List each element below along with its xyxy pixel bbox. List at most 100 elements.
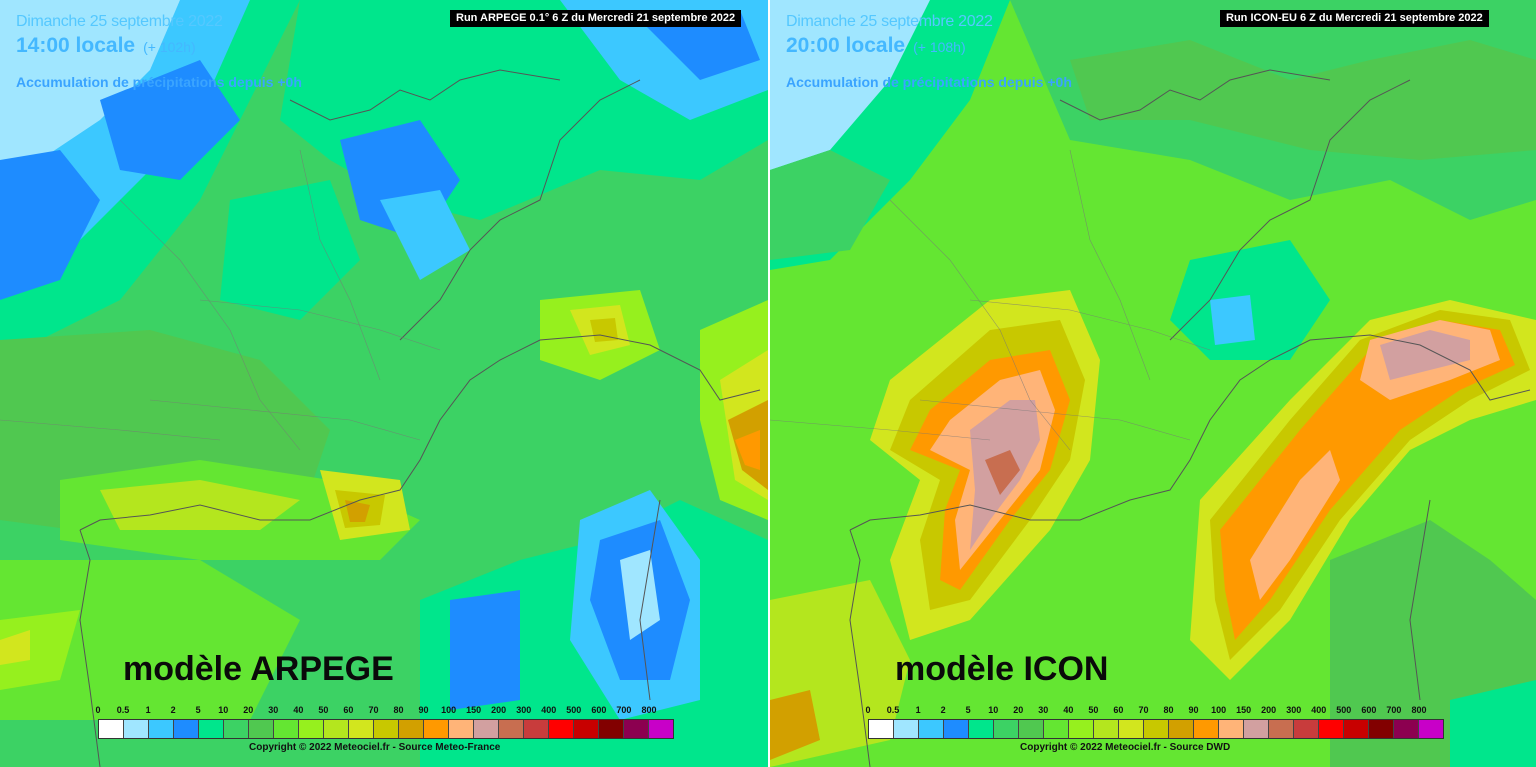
legend-swatch [869,720,894,738]
legend-swatch [349,720,374,738]
legend-label: 90 [418,705,429,715]
legend-label: 5 [965,705,971,715]
legend-label: 150 [466,705,482,715]
legend-swatch [1244,720,1269,738]
legend-swatch [1394,720,1419,738]
legend-label: 500 [566,705,582,715]
legend-swatch [174,720,199,738]
legend-swatch [1144,720,1169,738]
legend-swatch [994,720,1019,738]
legend-swatch [499,720,524,738]
legend-label: 50 [318,705,329,715]
legend-label: 70 [1138,705,1149,715]
legend-label: 10 [988,705,999,715]
legend-label: 1 [915,705,921,715]
forecast-lead: (+ 102h) [143,39,196,55]
legend-swatch [1044,720,1069,738]
run-label: Run ICON-EU 6 Z du Mercredi 21 septembre… [1220,10,1489,27]
forecast-time: 20:00 locale (+ 108h) [786,34,966,58]
accumulation-label: Accumulation de précipitations depuis +0… [16,74,302,90]
model-label: modèle ARPEGE [123,650,394,688]
legend-label: 300 [1286,705,1302,715]
legend-label: 700 [616,705,632,715]
legend-swatch [969,720,994,738]
legend-label: 2 [940,705,946,715]
legend-swatch [1219,720,1244,738]
legend-label: 800 [1411,705,1427,715]
legend-swatch [224,720,249,738]
legend-label: 40 [293,705,304,715]
legend-label: 5 [195,705,201,715]
arpege-precip-map [0,0,768,767]
legend-swatch [649,720,673,738]
legend-label: 60 [343,705,354,715]
legend-labels: 0 0.5 1 2 5 10 20 30 40 50 60 70 80 90 100 150 200 300 400… [865,705,1444,717]
legend-label: 50 [1088,705,1099,715]
legend-label: 20 [243,705,254,715]
legend-swatch [944,720,969,738]
legend-swatch [449,720,474,738]
legend-label: 20 [1013,705,1024,715]
legend-label: 0.5 [886,705,900,715]
legend-swatch [1069,720,1094,738]
model-label: modèle ICON [895,650,1109,688]
legend-swatch [149,720,174,738]
copyright-text: Copyright © 2022 Meteociel.fr - Source D… [1020,742,1231,753]
legend-label: 0.5 [116,705,130,715]
forecast-date: Dimanche 25 septembre 2022 [786,13,993,30]
legend-label: 0 [865,705,871,715]
legend-swatch [1094,720,1119,738]
legend-label: 100 [441,705,457,715]
forecast-lead: (+ 108h) [913,39,966,55]
legend-swatch [599,720,624,738]
legend-swatch [199,720,224,738]
legend-swatch [1269,720,1294,738]
panel-divider [768,0,770,767]
icon-panel: Dimanche 25 septembre 2022 20:00 locale (… [770,0,1536,767]
legend-swatch [1369,720,1394,738]
legend-label: 600 [591,705,607,715]
legend-swatch [549,720,574,738]
forecast-date: Dimanche 25 septembre 2022 [16,13,223,30]
legend-swatch [374,720,399,738]
legend-swatch [1344,720,1369,738]
legend-swatch [1119,720,1144,738]
legend-swatch [1169,720,1194,738]
legend-label: 1 [145,705,151,715]
legend-label: 30 [268,705,279,715]
legend-swatch [1319,720,1344,738]
legend-label: 200 [1261,705,1277,715]
forecast-time-value: 20:00 locale [786,34,906,57]
legend-label: 0 [95,705,101,715]
legend-label: 40 [1063,705,1074,715]
legend-swatch [894,720,919,738]
legend-label: 300 [516,705,532,715]
legend-swatch [424,720,449,738]
legend-label: 800 [641,705,657,715]
accumulation-label: Accumulation de précipitations depuis +0… [786,74,1072,90]
legend-label: 400 [541,705,557,715]
legend-swatch [124,720,149,738]
copyright-text: Copyright © 2022 Meteociel.fr - Source M… [249,742,501,753]
legend-swatch [624,720,649,738]
legend-label: 400 [1311,705,1327,715]
legend-swatch [919,720,944,738]
legend-swatch [524,720,549,738]
legend-swatch [474,720,499,738]
legend-swatch [1294,720,1319,738]
legend-label: 60 [1113,705,1124,715]
legend-label: 100 [1211,705,1227,715]
legend-labels: 0 0.5 1 2 5 10 20 30 40 50 60 70 80 90 100 150 200 300 400… [95,705,674,717]
forecast-time: 14:00 locale (+ 102h) [16,34,196,58]
icon-precip-map [770,0,1536,767]
legend-label: 700 [1386,705,1402,715]
legend-label: 30 [1038,705,1049,715]
arpege-panel: Dimanche 25 septembre 2022 14:00 locale (… [0,0,768,767]
legend-label: 2 [170,705,176,715]
legend-label: 200 [491,705,507,715]
legend-swatch [249,720,274,738]
legend-swatch [299,720,324,738]
legend-label: 80 [393,705,404,715]
legend-swatch [1194,720,1219,738]
legend-label: 600 [1361,705,1377,715]
